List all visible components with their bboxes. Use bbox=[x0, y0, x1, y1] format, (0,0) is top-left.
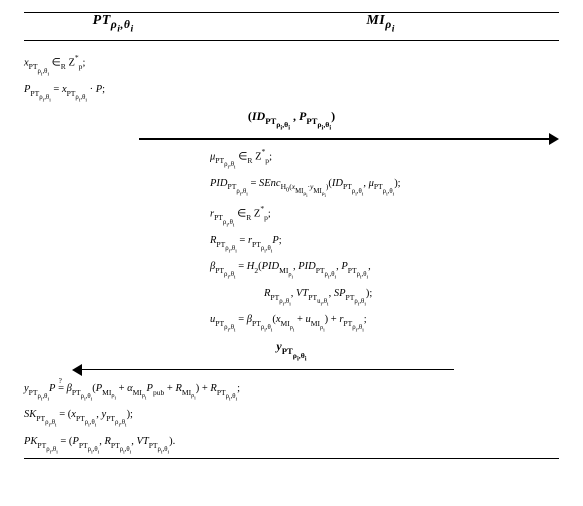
header-col-pt: PTρi,θi bbox=[24, 13, 202, 34]
mi-line-3: rPTρi,θi ∈R Z*p; bbox=[204, 202, 559, 231]
mi-line-5: βPTρi,θi = H2(PIDMIρi, PIDPTρi,θi, PPTρi… bbox=[204, 257, 559, 283]
mi-line-1: μPTρi,θi ∈R Z*p; bbox=[204, 145, 559, 174]
mi-line-2: PIDPTρi,θi = SEncH0(xMIρi·yMIρi)(IDPTρi,… bbox=[204, 174, 559, 203]
column-header-row: PTρi,θi MIρi bbox=[24, 13, 559, 41]
pt-pk-line: PKPTρi,θi = (PPTρi,θi, RPTρi,θi, VTPTρi,… bbox=[24, 432, 559, 458]
message-arrow-2: yPTρi,θi bbox=[24, 339, 559, 373]
pt-line-2: PPTρi,θi = xPTρi,θi · P; bbox=[24, 80, 204, 106]
message-arrow-1: (IDPTρi,θi , PPTρi,θi) bbox=[24, 109, 559, 143]
protocol-body: xPTρi,θi ∈R Z*p; PPTρi,θi = xPTρi,θi · P… bbox=[24, 41, 559, 458]
bottom-rule bbox=[24, 458, 559, 459]
arrow-2-line bbox=[24, 363, 559, 377]
header-col-mi: MIρi bbox=[202, 13, 559, 34]
message-arrow-2-label: yPTρi,θi bbox=[24, 339, 559, 363]
arrow-1-line bbox=[24, 132, 559, 146]
pt-line-1: xPTρi,θi ∈R Z*p; bbox=[24, 51, 204, 80]
pt-sk-line: SKPTρi,θi = (xPTρi,θi, yPTρi,θi); bbox=[24, 405, 559, 431]
mi-line-6: uPTρi,θi = βPTρi,θi(xMIρi + uMIρi) + rPT… bbox=[204, 310, 559, 336]
message-arrow-1-label: (IDPTρi,θi , PPTρi,θi) bbox=[24, 109, 559, 133]
protocol-figure: PTρi,θi MIρi xPTρi,θi ∈R Z*p; PPTρi,θi =… bbox=[24, 12, 559, 459]
pt-verify-line: yPTρi,θiP = βPTρi,θi(PMIρi + αMIρiPpub +… bbox=[24, 379, 559, 405]
mi-line-5b: RPTρi,θi, VTPTui,θi, SPPTρi,θi); bbox=[204, 284, 559, 310]
mi-line-4: RPTρi,θi = rPTρi,θiP; bbox=[204, 231, 559, 257]
